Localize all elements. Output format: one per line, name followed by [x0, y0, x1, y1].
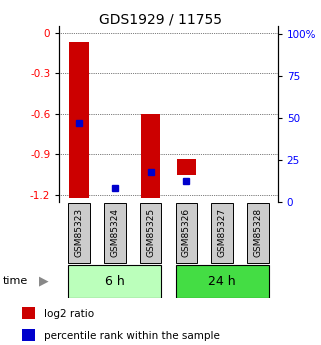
Bar: [68, 203, 90, 263]
Text: 24 h: 24 h: [208, 275, 236, 288]
Text: ▶: ▶: [39, 275, 48, 288]
Bar: [247, 203, 269, 263]
Text: GSM85327: GSM85327: [218, 208, 227, 257]
Text: GSM85328: GSM85328: [254, 208, 263, 257]
Text: time: time: [3, 276, 29, 286]
Bar: [141, 114, 160, 198]
Text: percentile rank within the sample: percentile rank within the sample: [44, 331, 220, 341]
Bar: [68, 265, 161, 298]
Text: GDS1929 / 11755: GDS1929 / 11755: [99, 12, 222, 26]
Bar: [177, 158, 196, 175]
Bar: [140, 203, 161, 263]
Text: 6 h: 6 h: [105, 275, 125, 288]
Text: GSM85323: GSM85323: [74, 208, 83, 257]
Text: log2 ratio: log2 ratio: [44, 309, 94, 319]
Text: GSM85324: GSM85324: [110, 208, 119, 257]
Text: GSM85326: GSM85326: [182, 208, 191, 257]
Bar: [69, 42, 89, 198]
Bar: [212, 203, 233, 263]
Bar: [104, 203, 126, 263]
Bar: [176, 265, 269, 298]
Text: GSM85325: GSM85325: [146, 208, 155, 257]
Bar: [176, 203, 197, 263]
Bar: [22, 307, 35, 319]
Bar: [22, 328, 35, 341]
